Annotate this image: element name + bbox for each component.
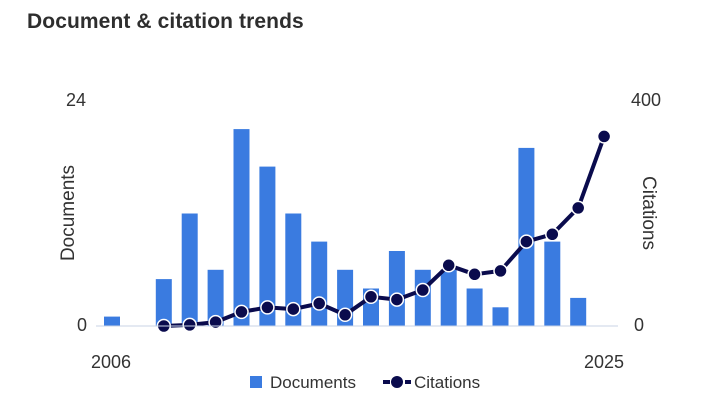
right-axis-label: Citations <box>638 176 659 250</box>
bar-documents-2009 <box>181 213 198 326</box>
legend: Documents Citations <box>250 373 480 392</box>
documents-bars <box>104 129 587 327</box>
point-citations-2023 <box>545 227 560 242</box>
point-citations-2011 <box>234 304 249 320</box>
bar-documents-2018 <box>414 269 431 327</box>
citations-line-path <box>163 135 606 328</box>
bar-documents-2010 <box>207 269 224 327</box>
point-citations-2017 <box>389 292 405 307</box>
right-axis-tick-max: 400 <box>631 90 661 110</box>
bar-documents-2020 <box>466 288 483 326</box>
bar-documents-2021 <box>492 307 509 327</box>
bar-documents-2013 <box>285 213 302 326</box>
point-citations-2020 <box>467 267 482 282</box>
point-citations-2014 <box>311 296 327 311</box>
x-axis-tick-first: 2006 <box>91 352 131 372</box>
point-citations-2022 <box>519 234 534 249</box>
x-axis-tick-last: 2025 <box>584 352 624 372</box>
point-citations-2019 <box>441 258 456 273</box>
point-citations-2021 <box>493 263 508 279</box>
point-citations-2018 <box>415 282 431 298</box>
point-citations-2013 <box>286 301 301 317</box>
bar-documents-2012 <box>259 166 276 326</box>
legend-documents-label: Documents <box>270 373 356 392</box>
bar-documents-2023 <box>544 241 561 326</box>
chart-title: Document & citation trends <box>27 10 304 33</box>
bar-documents-2024 <box>570 297 587 326</box>
left-axis-tick-min: 0 <box>77 315 87 335</box>
legend-citations-label: Citations <box>414 373 480 392</box>
point-citations-2009 <box>182 317 197 333</box>
left-axis-tick-max: 24 <box>66 90 86 110</box>
bar-documents-2011 <box>233 129 250 326</box>
bar-documents-2008 <box>155 279 172 326</box>
left-axis-label: Documents <box>58 165 79 261</box>
point-citations-2010 <box>208 314 223 330</box>
legend-citations-marker <box>391 376 403 388</box>
point-citations-2024 <box>570 200 586 216</box>
point-citations-2012 <box>260 300 275 315</box>
bar-documents-2017 <box>388 251 405 326</box>
bar-documents-2006 <box>104 316 120 326</box>
right-axis-tick-min: 0 <box>634 315 644 335</box>
point-citations-2015 <box>337 307 353 323</box>
citations-line <box>156 129 612 334</box>
legend-documents-swatch <box>250 376 262 388</box>
bar-documents-2014 <box>311 241 328 326</box>
point-citations-2016 <box>363 289 379 305</box>
bar-documents-2019 <box>440 269 457 327</box>
point-citations-2025 <box>596 129 612 144</box>
